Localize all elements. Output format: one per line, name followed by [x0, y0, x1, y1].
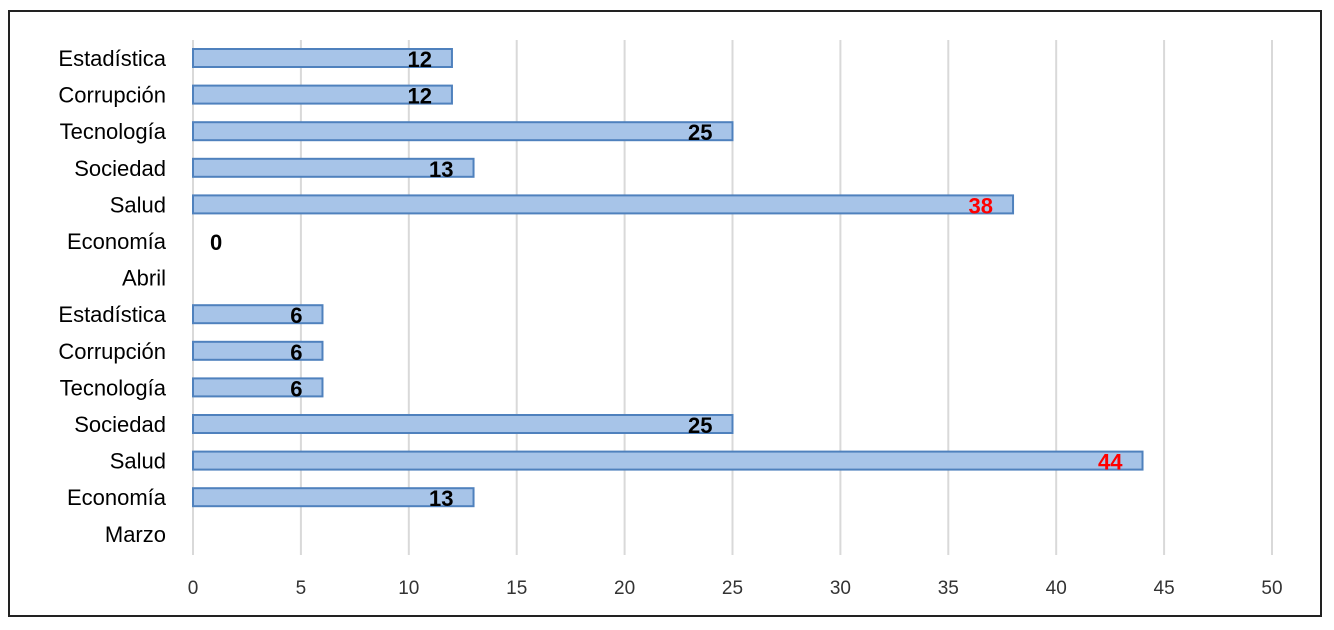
data-label: 0 — [210, 230, 222, 255]
data-label: 38 — [969, 193, 993, 218]
category-label: Tecnología — [60, 119, 167, 144]
data-label: 6 — [290, 303, 302, 328]
bar — [192, 121, 734, 142]
category-label: Corrupción — [58, 83, 166, 108]
data-label: 25 — [688, 120, 712, 145]
bar — [192, 340, 324, 361]
grid-lines — [192, 40, 1273, 555]
x-tick-label: 50 — [1261, 578, 1282, 599]
data-label: 13 — [429, 157, 453, 182]
x-tick-label: 30 — [830, 578, 851, 599]
category-label: Economía — [67, 229, 167, 254]
data-label: 6 — [290, 340, 302, 365]
category-label: Estadística — [58, 302, 166, 327]
bar — [192, 450, 1144, 471]
data-label: 25 — [688, 413, 712, 438]
data-label: 6 — [290, 376, 302, 401]
category-label: Economía — [67, 485, 167, 510]
data-labels: 12 12 25 13 38 0 6 6 6 25 44 13 — [210, 47, 1123, 511]
data-label: 12 — [407, 47, 431, 72]
bars — [192, 48, 1144, 508]
x-tick-label: 20 — [614, 578, 635, 599]
bar — [192, 194, 1015, 215]
chart-frame — [8, 10, 1322, 617]
x-tick-label: 25 — [722, 578, 743, 599]
bar — [192, 48, 453, 68]
category-labels: Estadística Corrupción Tecnología Sociedad S… — [58, 46, 166, 547]
category-label: Marzo — [105, 522, 166, 547]
bar — [192, 414, 734, 434]
bar — [192, 157, 475, 178]
x-tick-labels: 0 5 10 15 20 25 30 35 40 45 50 — [188, 578, 1283, 599]
category-label: Corrupción — [58, 339, 166, 364]
x-tick-label: 0 — [188, 578, 199, 599]
x-tick-label: 40 — [1046, 578, 1067, 599]
category-label: Salud — [110, 192, 166, 217]
bar — [192, 377, 324, 398]
data-label: 12 — [407, 84, 431, 109]
category-label: Sociedad — [74, 412, 166, 437]
category-label: Sociedad — [74, 156, 166, 181]
bar — [192, 304, 324, 325]
x-tick-label: 35 — [938, 578, 959, 599]
data-label: 13 — [429, 486, 453, 511]
category-label: Tecnología — [60, 375, 167, 400]
bar — [192, 487, 475, 508]
bar — [192, 84, 453, 105]
category-label: Salud — [110, 449, 166, 474]
x-tick-label: 45 — [1154, 578, 1175, 599]
data-label: 44 — [1098, 450, 1123, 475]
x-tick-label: 15 — [506, 578, 527, 599]
x-tick-label: 5 — [296, 578, 307, 599]
x-tick-label: 10 — [398, 578, 419, 599]
category-label: Estadística — [58, 46, 166, 71]
category-label: Abril — [122, 266, 166, 291]
